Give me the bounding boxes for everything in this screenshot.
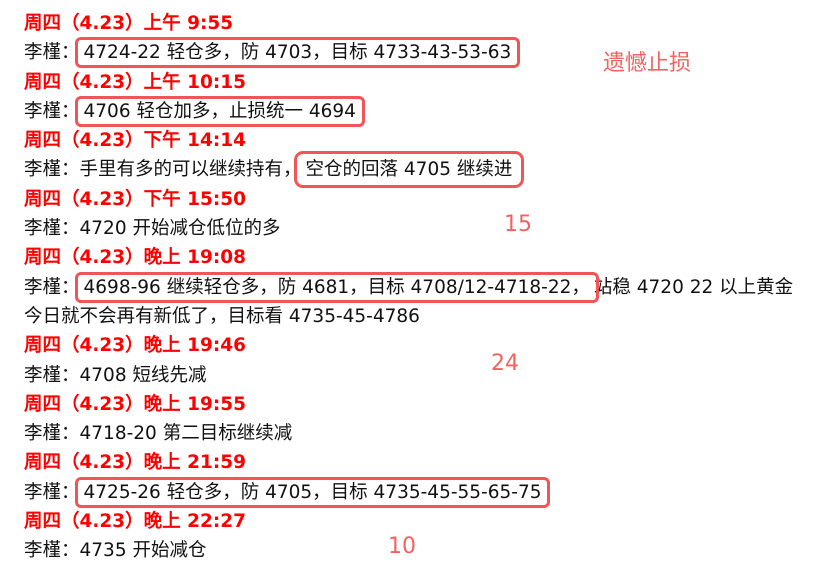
highlighted-message: 4706 轻仓加多，止损统一 4694 (74, 95, 365, 127)
annotation-stop-loss: 遗憾止损 (603, 51, 692, 76)
annotation-number: 15 (504, 212, 532, 237)
entry-message: 李槿：4708 短线先减 (24, 361, 809, 390)
message-text: 4718-20 第二目标继续减 (79, 423, 293, 445)
highlighted-message: 4725-26 轻仓多，防 4705，目标 4735-45-55-65-75 (74, 476, 551, 508)
entry-message: 李槿：4718-20 第二目标继续减 (24, 419, 809, 448)
entry-timestamp: 周四（4.23）晚上 22:27 (24, 511, 246, 533)
entry-message: 李槿： 4698-96 继续轻仓多，防 4681，目标 4708/12-4718-… (24, 271, 809, 332)
speaker-name: 李槿： (24, 159, 80, 181)
highlighted-message: 4724-22 轻仓多，防 4703，目标 4733-43-53-63 (74, 37, 521, 69)
highlighted-message: 空仓的回落 4705 继续进 (293, 151, 525, 189)
speaker-name: 李槿： (24, 364, 80, 386)
entry-timestamp: 周四（4.23）晚上 19:08 (24, 247, 246, 269)
speaker-name: 李槿： (24, 218, 80, 240)
message-log: 周四（4.23）上午 9:55 李槿： 4724-22 轻仓多，防 4703，目标 … (24, 9, 809, 566)
message-text: 站稳 4720 22 以上黄金今日就不会再有新低了，目标看 4735-45-47… (24, 276, 794, 327)
entry-timestamp: 周四（4.23）下午 14:14 (24, 130, 246, 152)
entry-message: 李槿：手里有多的可以继续持有， 空仓的回落 4705 继续进 (24, 151, 809, 189)
entry-message: 李槿： 4725-26 轻仓多，防 4705，目标 4735-45-55-65-7… (24, 476, 809, 508)
entry-timestamp: 周四（4.23）上午 9:55 (24, 13, 234, 34)
message-text: 4708 短线先减 (79, 364, 207, 386)
entry-timestamp: 周四（4.23）晚上 19:55 (24, 393, 246, 415)
speaker-name: 李槿： (24, 42, 80, 64)
speaker-name: 李槿： (24, 100, 80, 122)
speaker-name: 李槿： (24, 481, 80, 503)
annotation-number: 24 (491, 351, 519, 376)
speaker-name: 李槿： (24, 276, 80, 298)
entry-message: 李槿： 4706 轻仓加多，止损统一 4694 (24, 95, 809, 127)
message-text: 4720 开始减仓低位的多 (79, 218, 281, 240)
message-text: 手里有多的可以继续持有， (79, 159, 302, 181)
entry-timestamp: 周四（4.23）晚上 21:59 (24, 452, 246, 474)
speaker-name: 李槿： (24, 423, 80, 445)
entry-message: 李槿：4720 开始减仓低位的多 (24, 214, 809, 243)
entry-timestamp: 周四（4.23）晚上 19:46 (24, 335, 246, 357)
entry-message: 李槿： 4724-22 轻仓多，防 4703，目标 4733-43-53-63 (24, 37, 809, 69)
highlighted-message: 4698-96 继续轻仓多，防 4681，目标 4708/12-4718-22， (74, 271, 599, 303)
message-text: 4735 开始减仓 (79, 540, 207, 562)
speaker-name: 李槿： (24, 540, 80, 562)
entry-message: 李槿：4735 开始减仓 (24, 536, 809, 565)
entry-timestamp: 周四（4.23）上午 10:15 (24, 71, 246, 93)
entry-timestamp: 周四（4.23）下午 15:50 (24, 188, 246, 210)
annotation-number: 10 (388, 534, 416, 559)
